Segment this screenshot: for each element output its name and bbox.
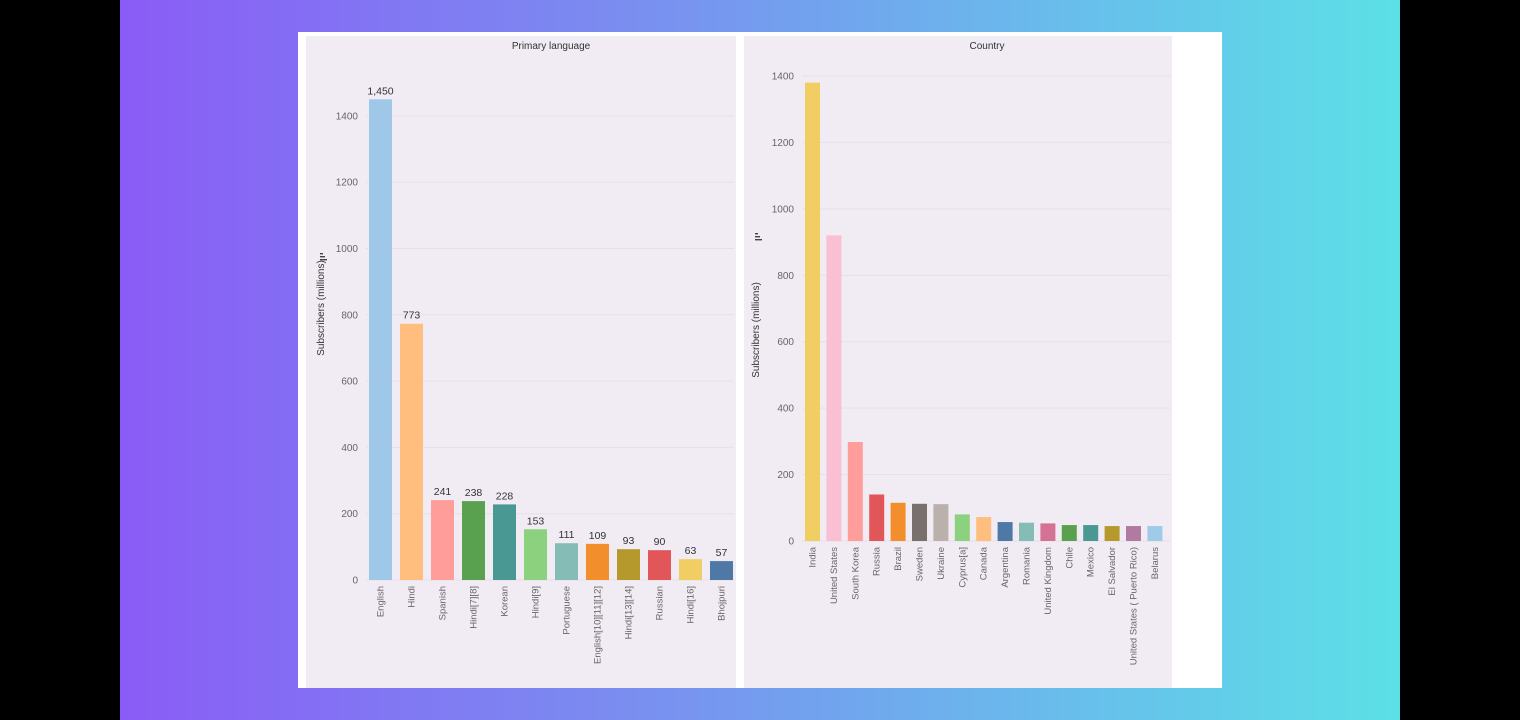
bar bbox=[826, 235, 842, 541]
category-label: Hindi[13][14] bbox=[624, 586, 635, 639]
primary-language-chart: Primary language 0 200 400 600 800 1000 1200 140… bbox=[316, 41, 734, 664]
y-tick-label: 1400 bbox=[336, 111, 359, 122]
bar bbox=[805, 82, 820, 541]
data-label: 228 bbox=[496, 490, 514, 502]
chart-title: Country bbox=[969, 41, 1004, 52]
y-tick-label: 200 bbox=[777, 470, 794, 481]
data-label: 93 bbox=[623, 535, 635, 547]
category-label: United Kingdom bbox=[1043, 547, 1054, 615]
bar bbox=[1040, 523, 1056, 541]
category-label: Brazil bbox=[893, 547, 904, 571]
letterbox-left bbox=[0, 0, 120, 720]
bar bbox=[933, 504, 949, 541]
category-label: Mexico bbox=[1086, 547, 1097, 577]
data-label: 241 bbox=[434, 486, 452, 498]
data-label: 238 bbox=[465, 487, 483, 499]
bar bbox=[555, 543, 578, 580]
category-label: Russian bbox=[655, 586, 666, 620]
bar bbox=[617, 549, 640, 580]
category-label: United States ( Puerto Rico) bbox=[1129, 547, 1140, 665]
category-label: United States bbox=[829, 547, 840, 604]
bar bbox=[493, 504, 516, 580]
category-label: Cyprus[a] bbox=[957, 547, 968, 588]
y-tick-label: 1400 bbox=[772, 72, 795, 83]
bar bbox=[369, 99, 392, 580]
y-tick-label: 400 bbox=[341, 443, 358, 454]
bar bbox=[462, 501, 485, 580]
bar bbox=[976, 517, 992, 541]
y-tick-label: 600 bbox=[777, 337, 794, 348]
data-label: 90 bbox=[654, 536, 666, 548]
dashboard-card: Primary language 0 200 400 600 800 1000 1200 140… bbox=[298, 32, 1222, 688]
category-label: South Korea bbox=[850, 546, 861, 600]
bar bbox=[1126, 526, 1141, 541]
y-tick-label: 1200 bbox=[772, 138, 795, 149]
category-label: Ukraine bbox=[936, 547, 947, 580]
category-label: Spanish bbox=[438, 586, 449, 620]
primary-language-panel: Primary language 0 200 400 600 800 1000 1200 140… bbox=[306, 36, 736, 688]
letterbox-right bbox=[1400, 0, 1520, 720]
y-tick-label: 200 bbox=[341, 509, 358, 520]
category-label: Bhojpuri bbox=[717, 586, 728, 621]
category-label: Russia bbox=[872, 546, 883, 576]
sort-descending-icon bbox=[755, 233, 762, 241]
y-tick-label: 1000 bbox=[772, 204, 795, 215]
bar bbox=[847, 442, 863, 541]
category-label: Sweden bbox=[915, 547, 926, 581]
category-label: Hindi[7][8] bbox=[469, 586, 480, 629]
category-label: Hindi[16] bbox=[686, 586, 697, 624]
bar bbox=[679, 559, 702, 580]
category-label: Romania bbox=[1022, 546, 1033, 585]
bar bbox=[912, 503, 927, 541]
category-label: Hindi[9] bbox=[531, 586, 542, 618]
data-label: 773 bbox=[403, 310, 421, 322]
data-label: 1,450 bbox=[367, 85, 393, 97]
category-label: Hindi bbox=[407, 586, 418, 608]
bar bbox=[1104, 526, 1120, 541]
y-tick-label: 1200 bbox=[336, 178, 359, 189]
y-tick-label: 600 bbox=[341, 377, 358, 388]
category-label: Canada bbox=[979, 546, 990, 580]
y-tick-label: 800 bbox=[777, 271, 794, 282]
y-tick-label: 1000 bbox=[336, 244, 359, 255]
y-tick-label: 400 bbox=[777, 404, 794, 415]
bar bbox=[710, 561, 733, 580]
bar bbox=[1061, 525, 1077, 541]
category-label: English bbox=[376, 586, 387, 617]
sort-descending-icon bbox=[320, 253, 327, 261]
bar bbox=[431, 500, 454, 580]
category-label: El Salvador bbox=[1107, 547, 1118, 596]
y-axis-label: Subscribers (millions) bbox=[316, 260, 327, 356]
category-label: Chile bbox=[1064, 547, 1075, 569]
category-label: India bbox=[808, 546, 819, 567]
data-label: 109 bbox=[589, 530, 607, 542]
y-tick-label: 0 bbox=[352, 576, 358, 587]
data-label: 153 bbox=[527, 515, 545, 527]
bar bbox=[997, 522, 1013, 541]
bar bbox=[954, 514, 970, 541]
bar bbox=[1147, 526, 1163, 541]
bar bbox=[648, 550, 671, 580]
bar bbox=[524, 529, 547, 580]
bar bbox=[586, 543, 609, 580]
bar bbox=[869, 494, 885, 541]
bar bbox=[890, 502, 906, 541]
category-label: Korean bbox=[500, 586, 511, 617]
bar bbox=[400, 323, 423, 580]
y-tick-label: 800 bbox=[341, 310, 358, 321]
data-label: 57 bbox=[716, 547, 728, 559]
y-axis-label: Subscribers (millions) bbox=[751, 282, 762, 378]
bar bbox=[1019, 522, 1034, 541]
data-label: 63 bbox=[685, 545, 697, 557]
country-panel: Country 0 200 400 600 800 1000 1200 1400 Subscrib… bbox=[744, 36, 1172, 688]
category-label: Portuguese bbox=[562, 586, 573, 635]
category-label: Argentina bbox=[1000, 546, 1011, 587]
country-chart: Country 0 200 400 600 800 1000 1200 1400 Subscrib… bbox=[751, 41, 1170, 665]
bar bbox=[1083, 525, 1099, 541]
y-tick-label: 0 bbox=[788, 537, 794, 548]
category-label: Belarus bbox=[1150, 547, 1161, 579]
chart-title: Primary language bbox=[512, 41, 591, 52]
data-label: 111 bbox=[559, 529, 575, 541]
category-label: English[10][11][12] bbox=[593, 586, 604, 664]
